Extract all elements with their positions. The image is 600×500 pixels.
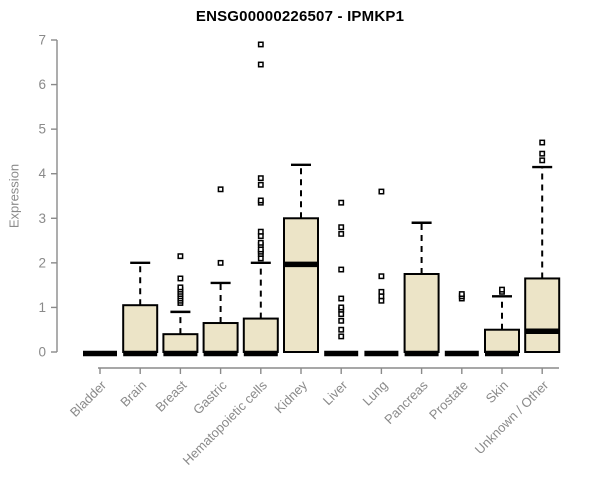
y-tick-label-2: 2 xyxy=(38,255,46,270)
x-tick-label-kidney: Kidney xyxy=(271,377,310,416)
outlier-point xyxy=(257,175,264,182)
outlier-point xyxy=(257,61,264,68)
outlier-point xyxy=(378,288,385,295)
y-tick-label-4: 4 xyxy=(38,166,46,181)
outlier-point xyxy=(338,317,345,324)
chart-title: ENSG00000226507 - IPMKP1 xyxy=(195,8,405,25)
outlier-point xyxy=(539,157,546,164)
outlier-point xyxy=(217,186,224,193)
box xyxy=(122,304,159,354)
outlier-point xyxy=(378,273,385,280)
outlier-point xyxy=(257,228,264,235)
outlier-point xyxy=(177,253,184,260)
outlier-point xyxy=(338,230,345,237)
outlier-point xyxy=(458,291,465,298)
outlier-point xyxy=(257,239,264,246)
outlier-point xyxy=(177,275,184,282)
x-tick-label-prostate: Prostate xyxy=(426,378,471,423)
outlier-point xyxy=(338,199,345,206)
outlier-point xyxy=(378,188,385,195)
x-tick-label-skin: Skin xyxy=(483,378,511,406)
outlier-point xyxy=(338,266,345,273)
y-tick-label-5: 5 xyxy=(38,122,46,137)
box xyxy=(202,322,239,353)
outlier-point xyxy=(338,224,345,231)
box xyxy=(524,277,561,354)
x-tick-label-unknown---other: Unknown / Other xyxy=(472,377,552,457)
x-tick-label-lung: Lung xyxy=(359,378,390,409)
y-tick-label-0: 0 xyxy=(38,345,46,360)
outlier-point xyxy=(257,41,264,48)
outlier-point xyxy=(257,181,264,188)
box xyxy=(484,328,520,354)
outlier-point xyxy=(177,284,184,291)
y-axis-title: Expression xyxy=(6,163,22,229)
x-tick-label-gastric: Gastric xyxy=(190,377,230,417)
outlier-point xyxy=(539,150,546,157)
box xyxy=(283,217,319,353)
outlier-point xyxy=(539,139,546,146)
box xyxy=(403,273,440,353)
outlier-point xyxy=(257,197,264,204)
outlier-point xyxy=(338,333,345,340)
x-tick-label-breast: Breast xyxy=(152,377,189,414)
outlier-point xyxy=(217,259,224,266)
x-tick-label-brain: Brain xyxy=(117,378,149,410)
x-tick-label-pancreas: Pancreas xyxy=(381,377,431,427)
y-tick-label-1: 1 xyxy=(38,300,46,315)
outlier-point xyxy=(338,326,345,333)
box xyxy=(162,333,199,353)
outlier-point xyxy=(338,304,345,311)
box xyxy=(242,317,279,354)
x-tick-label-liver: Liver xyxy=(320,377,351,408)
y-tick-label-7: 7 xyxy=(38,33,46,48)
outlier-point xyxy=(338,295,345,302)
outlier-point xyxy=(499,286,505,293)
y-tick-label-6: 6 xyxy=(38,77,46,92)
y-tick-label-3: 3 xyxy=(38,211,46,226)
x-tick-label-bladder: Bladder xyxy=(67,377,110,420)
